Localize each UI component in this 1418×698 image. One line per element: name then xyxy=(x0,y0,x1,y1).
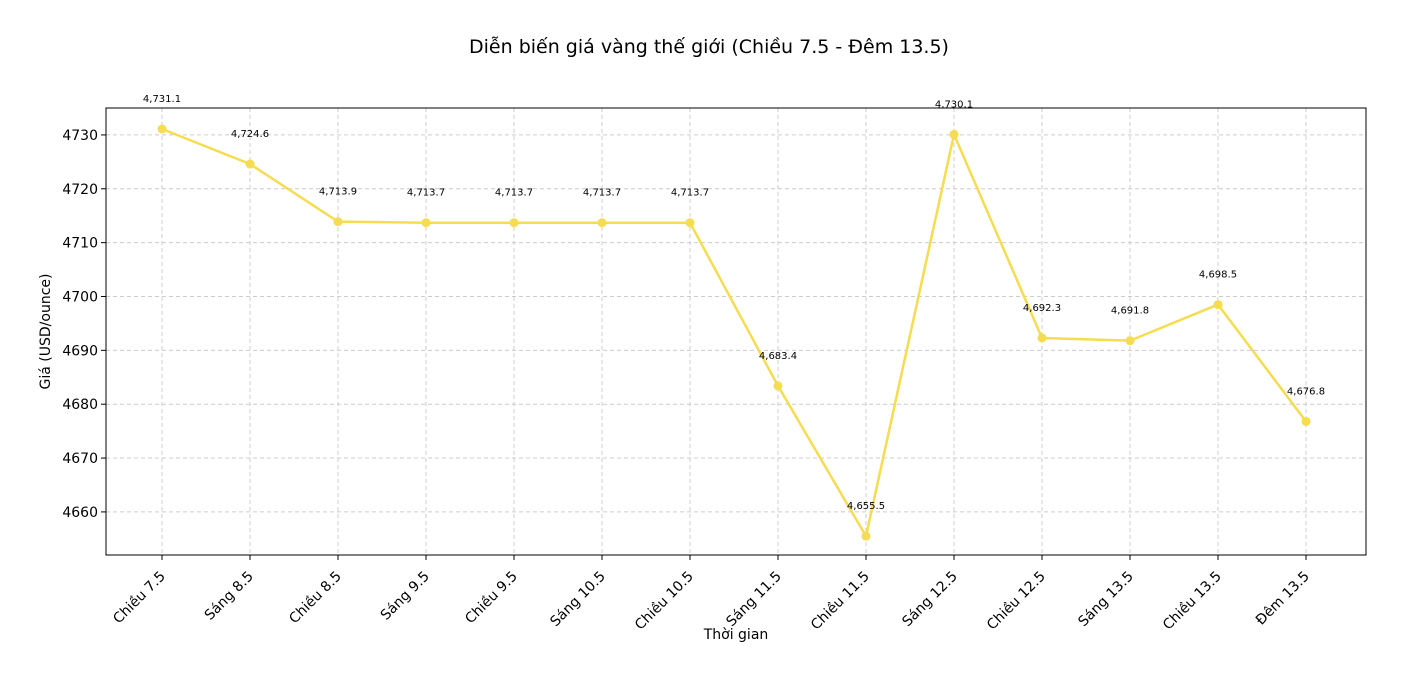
data-point xyxy=(597,218,607,228)
x-tick-label: Chiều 10.5 xyxy=(631,568,697,634)
x-tick-label: Chiều 9.5 xyxy=(462,568,521,627)
data-point xyxy=(509,218,519,228)
series-line xyxy=(161,127,1307,538)
y-tick-label: 4730 xyxy=(62,128,98,144)
y-tick-label: 4690 xyxy=(62,343,98,359)
x-tick-label: Sáng 13.5 xyxy=(1075,569,1136,630)
x-tick-label: Sáng 11.5 xyxy=(723,569,784,630)
data-label: 4,691.8 xyxy=(1111,306,1149,317)
data-label: 4,731.1 xyxy=(143,94,181,105)
plot-frame xyxy=(105,107,1367,556)
chart-title: Diễn biến giá vàng thế giới (Chiều 7.5 -… xyxy=(469,36,949,58)
data-point xyxy=(333,217,343,227)
data-point xyxy=(1301,416,1311,426)
data-point xyxy=(1037,333,1047,343)
y-tick-label: 4720 xyxy=(62,182,98,198)
data-label: 4,713.7 xyxy=(671,188,709,199)
y-tick-label: 4660 xyxy=(62,505,98,521)
data-label: 4,713.7 xyxy=(495,188,533,199)
data-labels: 4,731.1 4,724.6 4,713.9 4,713.7 4,713.7 4,713… xyxy=(143,94,1325,512)
x-tick-label: Sáng 8.5 xyxy=(202,569,257,624)
x-tick-labels: Chiều 7.5 Sáng 8.5 Chiều 8.5 Sáng 9.5 Chiều … xyxy=(110,555,1313,633)
x-tick-label: Sáng 10.5 xyxy=(547,569,608,630)
data-label: 4,692.3 xyxy=(1023,303,1061,314)
data-point xyxy=(1213,300,1223,310)
data-label: 4,724.6 xyxy=(231,129,269,140)
data-point xyxy=(861,531,871,541)
x-axis-title: Thời gian xyxy=(703,627,769,643)
data-point xyxy=(157,124,167,134)
data-label: 4,655.5 xyxy=(847,501,885,512)
y-axis-title: Giá (USD/ounce) xyxy=(38,274,54,390)
data-label: 4,698.5 xyxy=(1199,270,1237,281)
data-point xyxy=(421,218,431,228)
x-tick-label: Chiều 12.5 xyxy=(983,568,1049,634)
y-tick-label: 4700 xyxy=(62,289,98,305)
data-label: 4,713.7 xyxy=(407,188,445,199)
x-tick-label: Chiều 7.5 xyxy=(110,568,169,627)
data-point xyxy=(773,381,783,391)
y-tick-label: 4710 xyxy=(62,236,98,252)
data-label: 4,713.9 xyxy=(319,187,357,198)
data-points xyxy=(157,124,1311,541)
x-tick-label: Đêm 13.5 xyxy=(1253,569,1313,629)
data-label: 4,683.4 xyxy=(759,351,797,362)
x-tick-label: Chiều 13.5 xyxy=(1159,568,1225,634)
data-point xyxy=(245,159,255,169)
x-tick-label: Chiều 11.5 xyxy=(807,568,873,634)
data-point xyxy=(685,218,695,228)
x-tick-label: Sáng 12.5 xyxy=(899,569,960,630)
data-label: 4,713.7 xyxy=(583,188,621,199)
series-line-layer xyxy=(161,127,1307,538)
x-tick-label: Chiều 8.5 xyxy=(286,568,345,627)
data-point xyxy=(949,129,959,139)
y-tick-label: 4670 xyxy=(62,451,98,467)
grid xyxy=(106,108,1366,555)
data-label: 4,676.8 xyxy=(1287,386,1325,397)
y-tick-label: 4680 xyxy=(62,397,98,413)
data-point xyxy=(1125,336,1135,346)
x-tick-label: Sáng 9.5 xyxy=(378,569,433,624)
y-tick-labels: 4660 4670 4680 4690 4700 4710 4720 4730 xyxy=(62,128,106,521)
data-label: 4,730.1 xyxy=(935,99,973,110)
